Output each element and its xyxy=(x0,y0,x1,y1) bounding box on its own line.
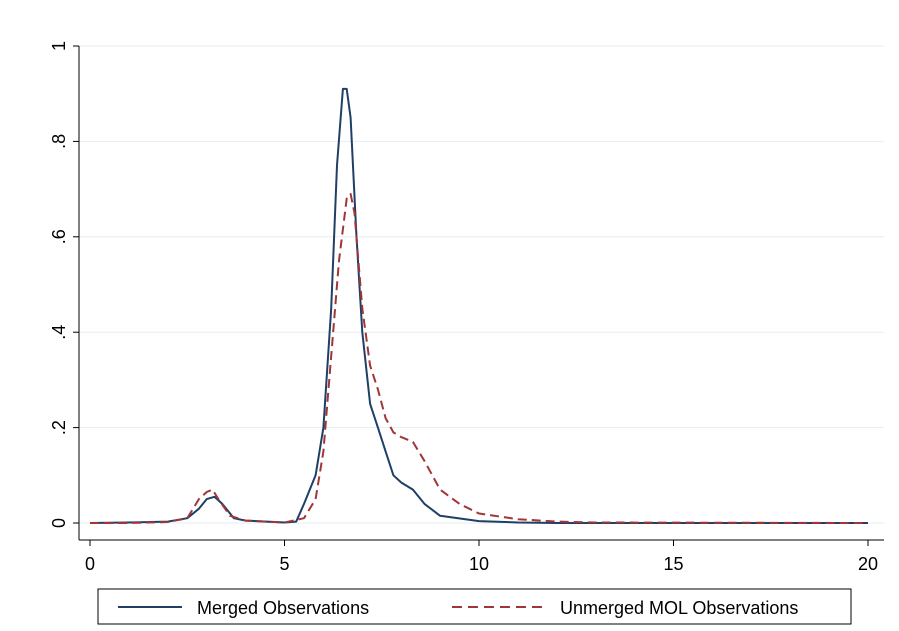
legend-label-unmerged: Unmerged MOL Observations xyxy=(560,598,798,618)
x-tick-label-4: 20 xyxy=(858,554,878,574)
axes: 0.2.4.6.810 5 10 15 20 xyxy=(49,41,884,574)
y-tick-label-1: .2 xyxy=(49,420,69,435)
x-tick-label-1: 5 xyxy=(279,554,289,574)
y-tick-label-0: 0 xyxy=(49,518,69,528)
y-tick-label-4: .8 xyxy=(49,134,69,149)
x-tick-label-2: 10 xyxy=(469,554,489,574)
series-line-unmerged xyxy=(90,192,869,524)
y-tick-label-2: .4 xyxy=(49,325,69,340)
legend: Merged Observations Unmerged MOL Observa… xyxy=(97,588,852,625)
legend-label-merged: Merged Observations xyxy=(197,598,369,618)
y-tick-label-3: .6 xyxy=(49,229,69,244)
series-line-merged xyxy=(89,87,868,524)
series-layer xyxy=(89,87,869,524)
x-tick-label-0: 0 xyxy=(85,554,95,574)
x-tick-label-3: 15 xyxy=(663,554,683,574)
y-tick-label-5: 1 xyxy=(49,41,69,51)
